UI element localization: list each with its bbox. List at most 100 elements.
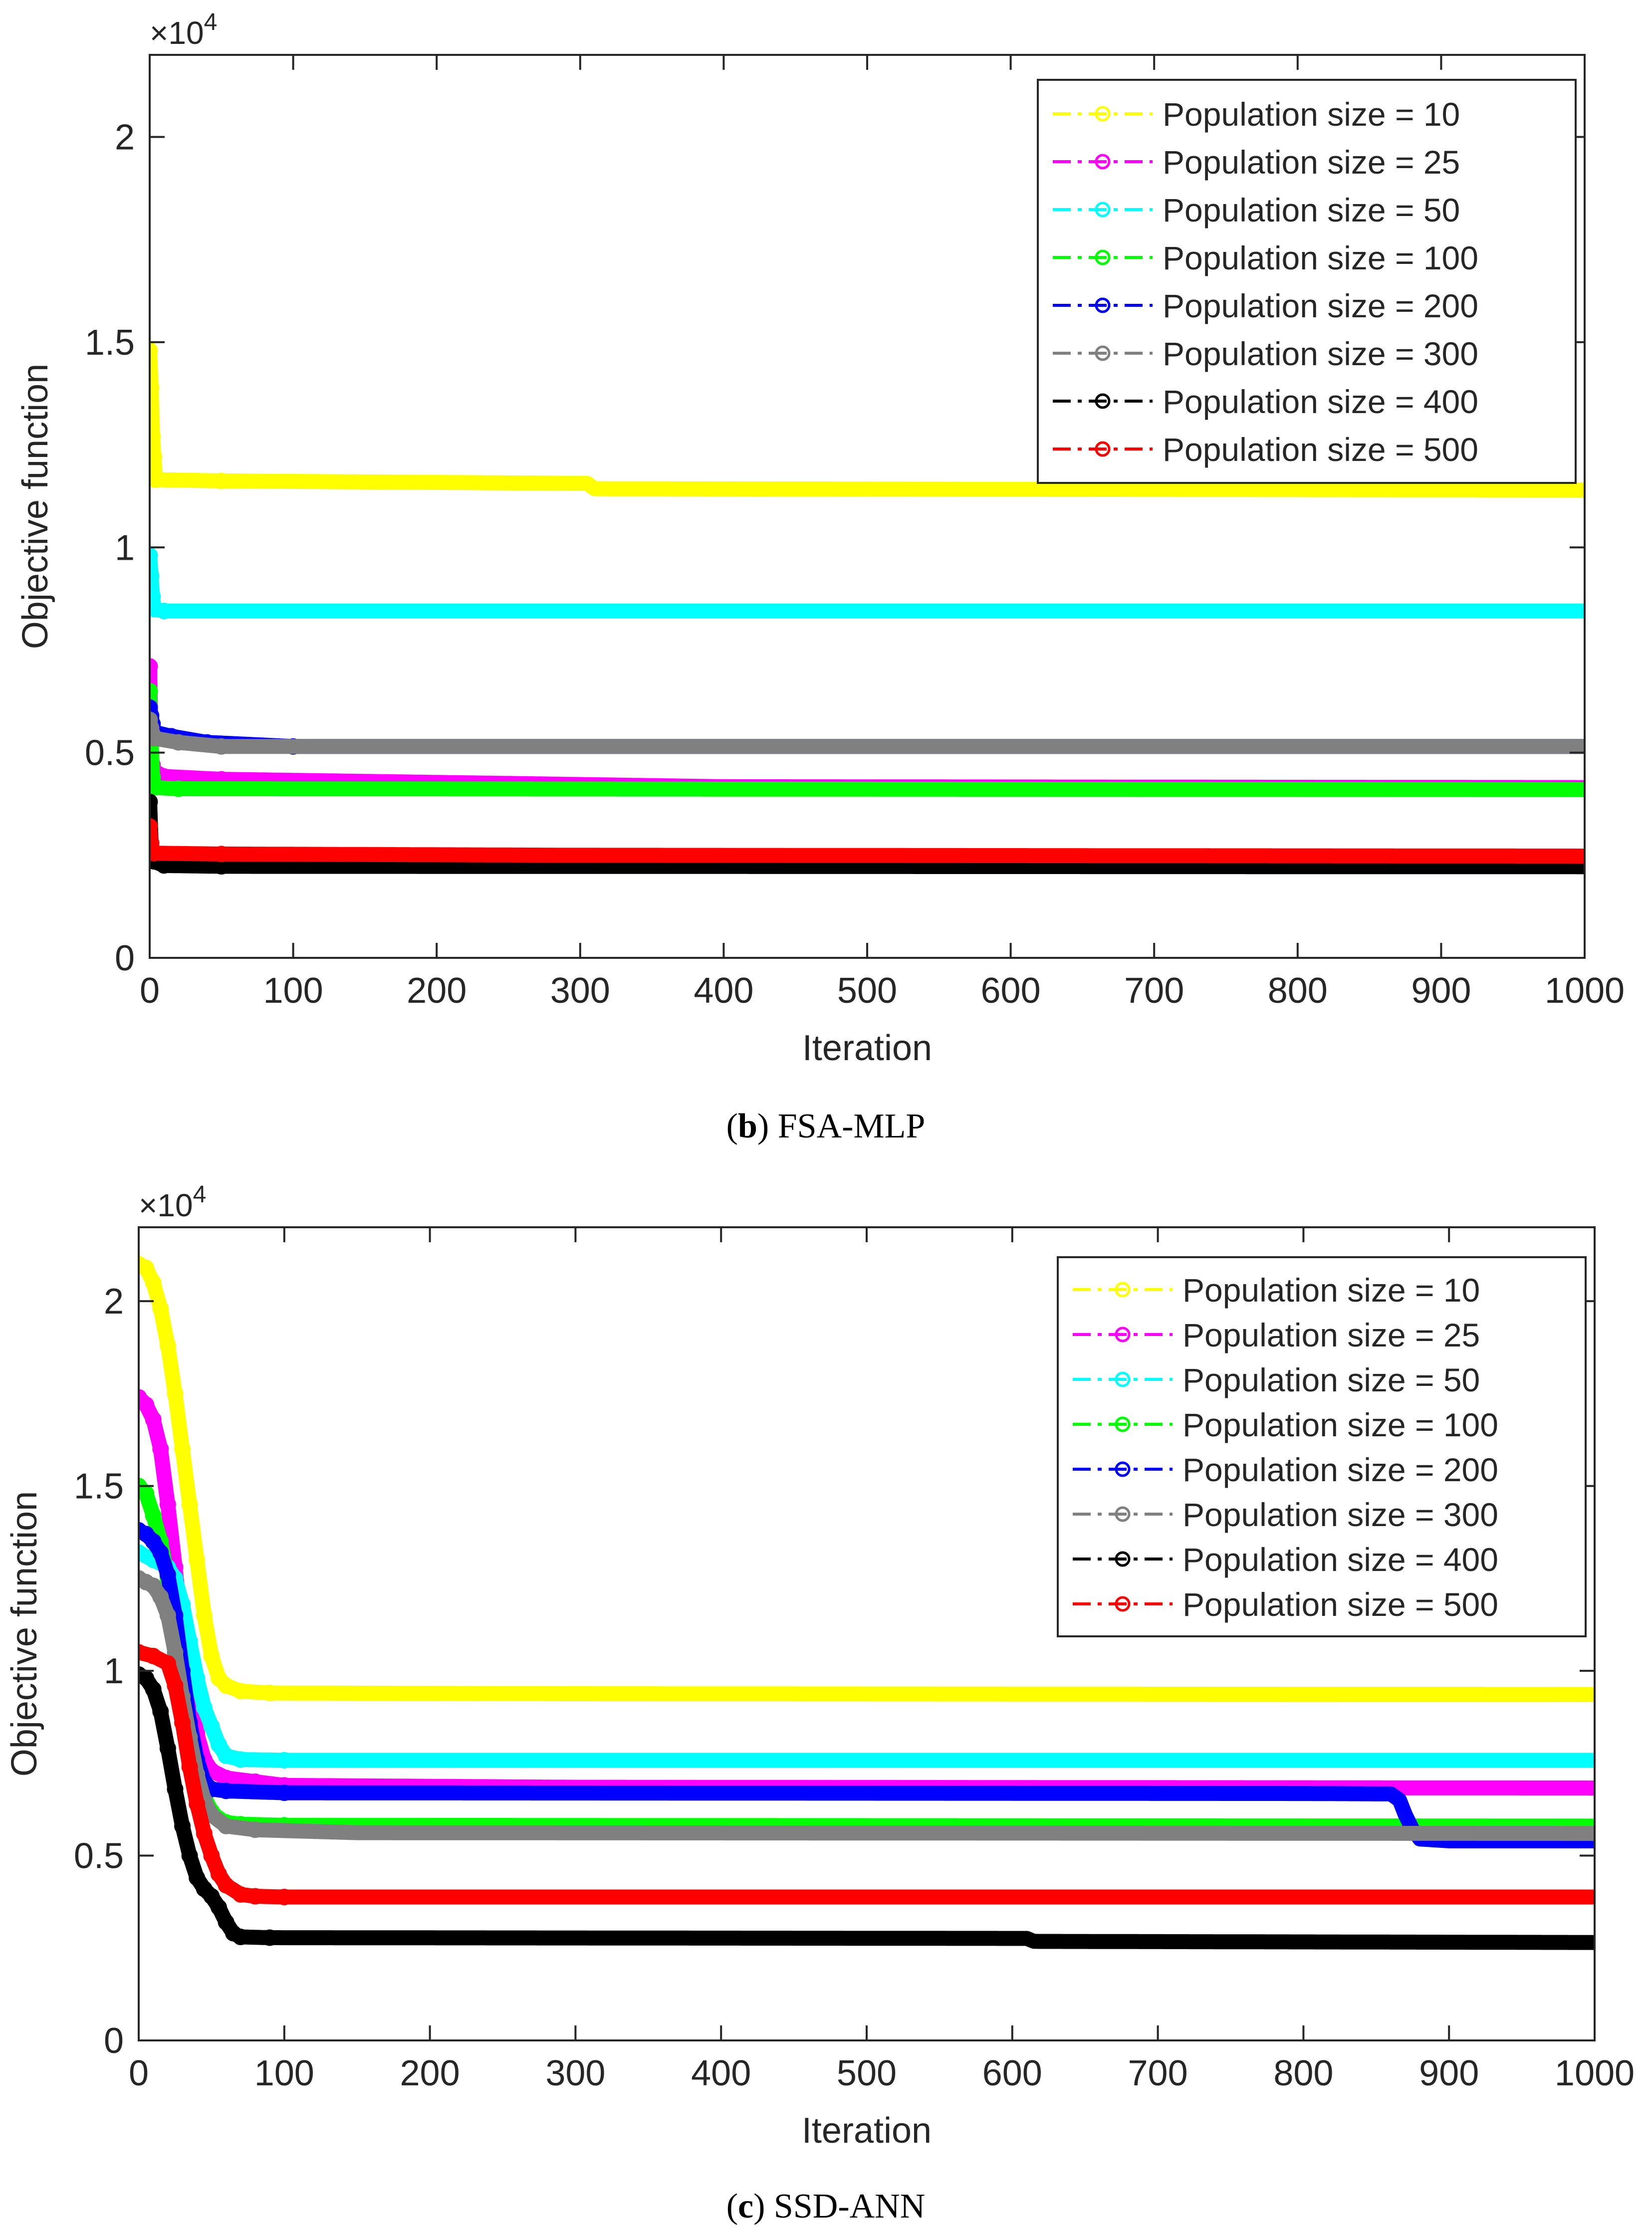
- data-point: [150, 769, 161, 786]
- data-point: [150, 719, 160, 736]
- series-line: [150, 683, 1585, 797]
- data-point: [159, 1566, 176, 1583]
- series-line: [150, 819, 1585, 864]
- data-point: [232, 1929, 249, 1946]
- legend-swatch-marker: [1095, 106, 1111, 122]
- data-point: [181, 1759, 198, 1776]
- x-tick-label: 400: [691, 2053, 751, 2093]
- legend-item: Population size = 50: [1053, 192, 1460, 228]
- axis-multiplier: ×104: [139, 1181, 206, 1223]
- legend-swatch-marker: [1095, 393, 1111, 409]
- data-point: [189, 1552, 206, 1568]
- legend-swatch-marker: [1115, 1506, 1131, 1522]
- data-point: [170, 734, 187, 751]
- axis-multiplier-base: ×10: [139, 1187, 193, 1223]
- x-tick-label: 700: [1128, 2053, 1188, 2093]
- data-point: [150, 428, 161, 445]
- data-point: [150, 818, 158, 835]
- data-point: [152, 1300, 169, 1317]
- series-line: [139, 1667, 1595, 1950]
- data-point: [196, 1825, 213, 1842]
- data-point: [181, 1496, 198, 1513]
- data-point: [261, 1929, 278, 1946]
- data-point: [150, 699, 158, 716]
- data-point: [145, 1533, 162, 1550]
- data-point: [203, 1888, 220, 1905]
- series-line: [150, 794, 1585, 875]
- x-tick-label: 900: [1411, 971, 1471, 1011]
- legend-item: Population size = 10: [1053, 96, 1460, 133]
- legend-item: Population size = 25: [1053, 144, 1460, 181]
- data-point: [210, 1899, 227, 1916]
- data-point: [150, 588, 161, 605]
- data-point: [159, 1496, 176, 1513]
- legend-item: Population size = 400: [1073, 1541, 1498, 1578]
- series-line: [150, 548, 1585, 619]
- data-point: [218, 1914, 235, 1931]
- y-tick-label: 1.5: [74, 1467, 124, 1507]
- data-point: [189, 1869, 206, 1886]
- series-layer: [150, 342, 1585, 875]
- legend-box: [1057, 1256, 1587, 1637]
- data-point: [167, 1385, 184, 1402]
- series-8: [150, 818, 1585, 864]
- data-point: [150, 793, 158, 810]
- data-point: [246, 1821, 263, 1838]
- data-point: [152, 1703, 169, 1720]
- data-point: [167, 1781, 184, 1797]
- legend-swatch-marker: [1115, 1461, 1131, 1477]
- series-1: [150, 342, 1585, 498]
- x-tick-label: 900: [1419, 2053, 1479, 2093]
- y-tick-label: 2: [104, 1282, 124, 1322]
- legend: Population size = 10 Population size = 25…: [1037, 79, 1577, 484]
- series-6: [150, 711, 1585, 755]
- series-line: [139, 1523, 1595, 1848]
- legend-swatch-marker: [1095, 297, 1111, 313]
- y-tick-label: 2: [115, 118, 135, 158]
- data-point: [150, 711, 158, 728]
- data-point: [150, 845, 163, 862]
- data-point: [159, 1337, 176, 1354]
- legend-swatch-marker: [1095, 441, 1111, 457]
- caption-panel-letter: c: [738, 2187, 753, 2226]
- x-tick-label: 200: [407, 971, 467, 1011]
- series-layer: [139, 1256, 1595, 1950]
- axis-multiplier-base: ×10: [150, 15, 204, 51]
- legend-swatch-marker: [1115, 1327, 1131, 1342]
- data-point: [150, 342, 158, 359]
- x-tick-label: 700: [1124, 971, 1184, 1011]
- legend-label: Population size = 50: [1163, 192, 1460, 228]
- legend-swatch-marker: [1115, 1371, 1131, 1387]
- legend-item: Population size = 400: [1053, 383, 1478, 420]
- x-tick-label: 800: [1273, 2053, 1333, 2093]
- legend-label: Population size = 25: [1182, 1317, 1480, 1353]
- legend-swatch-marker: [1095, 202, 1111, 218]
- figure-caption: (c) SSD-ANN: [726, 2187, 926, 2226]
- series-line: [139, 1545, 1595, 1768]
- x-tick-label: 100: [263, 971, 323, 1011]
- legend-swatch-marker: [1115, 1416, 1131, 1432]
- legend-swatch-marker: [1095, 154, 1111, 170]
- x-tick-label: 400: [694, 971, 753, 1011]
- legend-label: Population size = 50: [1182, 1361, 1480, 1398]
- data-point: [145, 1647, 162, 1664]
- legend-item: Population size = 100: [1073, 1406, 1498, 1443]
- x-tick-label: 800: [1268, 971, 1328, 1011]
- y-tick-label: 1.5: [85, 323, 135, 363]
- data-point: [213, 472, 230, 489]
- series-line: [150, 343, 1585, 498]
- caption-panel-letter: b: [738, 1107, 757, 1145]
- data-point: [152, 1544, 169, 1561]
- data-point: [150, 658, 158, 675]
- x-tick-label: 0: [129, 2053, 149, 2093]
- x-axis-label: Iteration: [802, 2111, 932, 2151]
- legend-label: Population size = 500: [1182, 1586, 1498, 1623]
- legend-label: Population size = 25: [1163, 144, 1460, 181]
- x-tick-label: 600: [981, 971, 1041, 1011]
- ticks-layer: 0 100 200 300 400 500 600 700 800 900 1000 0 0.5 1 1.5…: [74, 1227, 1635, 2093]
- data-point: [261, 1685, 278, 1702]
- axis-multiplier-exponent: 4: [204, 9, 218, 35]
- x-tick-label: 1000: [1545, 971, 1625, 1011]
- data-point: [150, 547, 158, 564]
- figure-caption: (b) FSA-MLP: [726, 1107, 926, 1145]
